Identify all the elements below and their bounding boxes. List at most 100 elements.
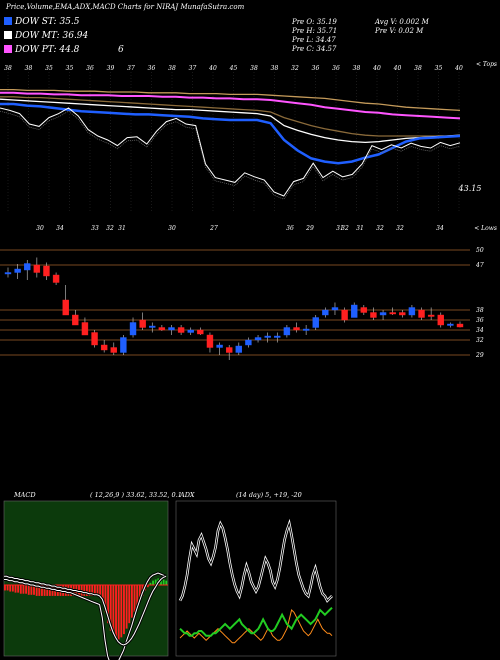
candle-body xyxy=(129,322,137,336)
macd-histogram-bar xyxy=(88,585,91,596)
macd-histogram-bar xyxy=(9,585,12,592)
adx-params: (14 day) 5, +19, -20 xyxy=(236,491,302,499)
candle-body xyxy=(110,347,117,353)
lows-label: 30 xyxy=(36,225,44,232)
tops-label: 36 xyxy=(332,65,340,72)
candle-body xyxy=(100,344,108,351)
macd-histogram-bar xyxy=(149,582,152,585)
info-pre-high: Pre H: 35.71 xyxy=(292,27,338,35)
macd-histogram-bar xyxy=(48,585,51,596)
ema-series-line xyxy=(0,102,461,165)
macd-histogram-bar xyxy=(83,585,86,596)
adx-plus-di-line xyxy=(179,609,333,644)
macd-histogram-bar xyxy=(99,585,102,596)
macd-histogram-bar xyxy=(43,585,46,596)
tops-label: 38 xyxy=(168,65,176,72)
lows-label: 34 xyxy=(436,225,444,232)
candle-body xyxy=(62,299,69,316)
candle-body xyxy=(456,323,464,328)
price-level-label: 36 xyxy=(476,317,484,324)
macd-histogram-bar xyxy=(160,579,162,585)
legend-label-mt: DOW MT: 36.94 xyxy=(15,31,89,41)
macd-histogram-bar xyxy=(125,585,128,629)
candle-body xyxy=(447,323,454,326)
lows-label: 32 xyxy=(106,225,114,232)
candle-body xyxy=(322,309,329,316)
candle-body xyxy=(4,272,12,275)
tops-label: 32 xyxy=(291,65,299,72)
legend-label-pt: DOW PT: 44.8 xyxy=(15,45,80,55)
legend-swatch-st xyxy=(4,17,12,25)
macd-histogram-bar xyxy=(115,585,117,638)
info-pre-open: Pre O: 35.19 xyxy=(292,18,337,26)
macd-histogram-bar xyxy=(27,585,30,595)
candle-body xyxy=(264,335,271,338)
macd-histogram-bar xyxy=(104,585,107,613)
tops-label: 40 xyxy=(208,65,217,72)
legend-dow-mt: DOW MT: 36.94 xyxy=(4,31,88,41)
macd-histogram-bar xyxy=(6,585,9,591)
macd-histogram-bar xyxy=(165,580,168,585)
candle-body xyxy=(437,314,444,326)
tops-label: 38 xyxy=(4,65,12,72)
candle-body xyxy=(235,345,243,353)
tops-label: 38 xyxy=(271,65,279,72)
candle-body xyxy=(351,304,358,318)
macd-histogram-bar xyxy=(123,585,125,635)
legend-swatch-pt xyxy=(4,45,12,53)
info-avg-volume: Avg V: 0.002 M xyxy=(375,18,429,26)
ema-series-line xyxy=(0,88,461,112)
lows-label: 27 xyxy=(209,225,218,232)
candle-body xyxy=(389,312,396,315)
lows-label: 36 xyxy=(286,225,294,232)
macd-histogram-bar xyxy=(38,585,41,596)
legend-extra-value: 6 xyxy=(118,45,124,55)
candle-body xyxy=(177,327,185,333)
price-level-label: 32 xyxy=(476,337,484,344)
tops-label: 40 xyxy=(393,65,402,72)
candle-body xyxy=(24,263,31,271)
macd-histogram-bar xyxy=(146,585,149,588)
ema-last-value: 43.15 xyxy=(458,184,482,193)
macd-histogram-bar xyxy=(112,585,115,635)
price-level-label: 38 xyxy=(476,307,484,314)
macd-histogram-bar xyxy=(152,580,154,585)
macd-histogram-bar xyxy=(101,585,104,602)
tops-label: 36 xyxy=(148,65,156,72)
lows-label: 31 xyxy=(356,225,364,232)
info-pre-close: Pre C: 34.57 xyxy=(292,45,337,53)
macd-title: MACD xyxy=(13,491,36,499)
macd-histogram-bar xyxy=(41,585,43,596)
macd-histogram-bar xyxy=(46,585,49,596)
tops-label: 35 xyxy=(66,65,74,72)
tops-label: 35 xyxy=(45,65,53,72)
candle-body xyxy=(370,312,377,318)
candle-body xyxy=(43,265,50,277)
lows-label: 30 xyxy=(168,225,176,232)
tops-label: 40 xyxy=(372,65,381,72)
lows-label: 32 xyxy=(341,225,349,232)
candle-body xyxy=(408,307,416,316)
adx-minus-di-line xyxy=(179,606,333,637)
candle-body xyxy=(139,319,146,328)
info-pre-low: Pre L: 34.47 xyxy=(292,36,336,44)
tops-label: 39 xyxy=(107,65,115,72)
candle-body xyxy=(120,337,127,353)
candle-body xyxy=(245,339,252,346)
candle-body xyxy=(197,329,204,335)
macd-histogram-bar xyxy=(19,585,22,594)
lows-label: 34 xyxy=(56,225,64,232)
price-level-label: 34 xyxy=(476,327,484,334)
ema-series-line xyxy=(0,98,461,144)
tops-label: 45 xyxy=(229,65,238,72)
tops-label: 38 xyxy=(414,65,422,72)
candle-body xyxy=(81,322,89,336)
macd-params: ( 12,26,9 ) 33.62, 33.52, 0.1 xyxy=(90,491,182,499)
macd-series-line xyxy=(4,572,167,660)
macd-series-line xyxy=(4,575,167,646)
lows-label: 33 xyxy=(91,225,99,232)
adx-line-inner xyxy=(179,521,333,602)
macd-histogram-bar xyxy=(136,585,139,607)
candle-body xyxy=(341,309,348,321)
macd-histogram-bar xyxy=(25,585,28,594)
